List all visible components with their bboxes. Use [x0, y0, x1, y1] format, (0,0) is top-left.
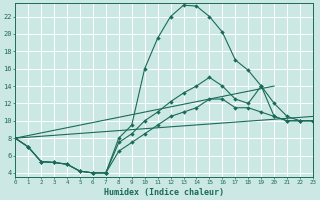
X-axis label: Humidex (Indice chaleur): Humidex (Indice chaleur)	[104, 188, 224, 197]
